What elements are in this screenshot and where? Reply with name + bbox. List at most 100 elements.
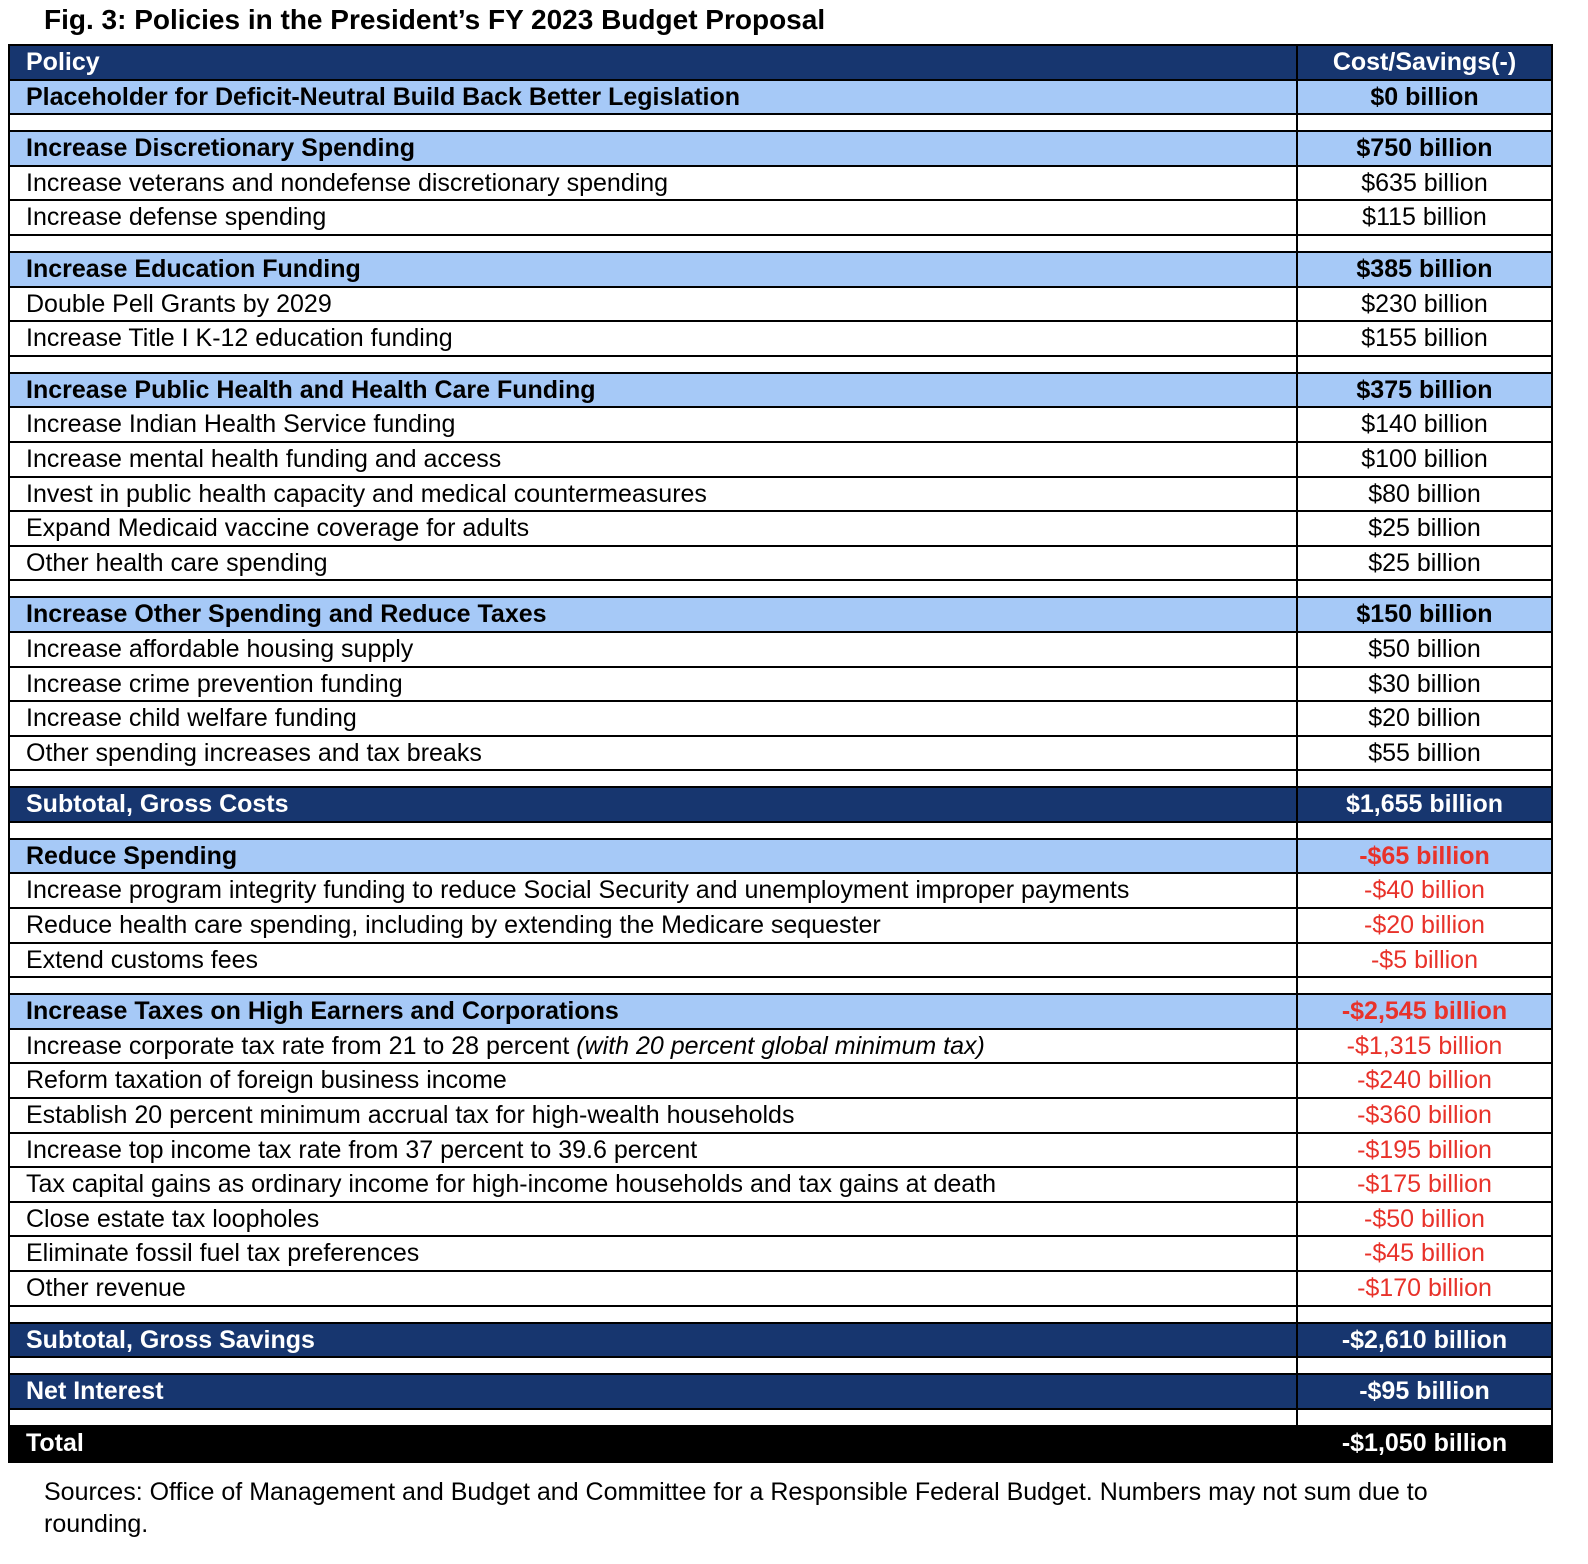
cost-value: -$1,315 billion bbox=[1346, 1031, 1503, 1060]
cost-cell: $55 billion bbox=[1298, 737, 1551, 770]
cost-value: -$95 billion bbox=[1359, 1377, 1490, 1406]
cost-cell bbox=[1298, 357, 1551, 372]
table-header-row: Policy Cost/Savings(-) bbox=[10, 46, 1551, 81]
cost-cell: -$175 billion bbox=[1298, 1168, 1551, 1201]
policy-cell bbox=[10, 115, 1298, 131]
table-row: Increase program integrity funding to re… bbox=[10, 874, 1551, 910]
cost-cell: $30 billion bbox=[1298, 668, 1551, 701]
cost-cell: $25 billion bbox=[1298, 512, 1551, 545]
cost-value: $80 billion bbox=[1368, 479, 1481, 508]
cost-value: $375 billion bbox=[1356, 375, 1493, 404]
policy-label: Increase Education Funding bbox=[26, 254, 361, 283]
cost-value: $635 billion bbox=[1361, 168, 1488, 197]
policy-label: Reduce Spending bbox=[26, 841, 238, 870]
policy-label: Increase affordable housing supply bbox=[26, 634, 414, 663]
table-row: Expand Medicaid vaccine coverage for adu… bbox=[10, 512, 1551, 547]
spacer-row bbox=[10, 235, 1551, 253]
policy-cell: Increase Public Health and Health Care F… bbox=[10, 373, 1298, 407]
policy-cell: Eliminate fossil fuel tax preferences bbox=[10, 1237, 1298, 1270]
policy-cell bbox=[10, 1409, 1298, 1425]
policy-label: Policy bbox=[26, 48, 100, 76]
policy-label: Reform taxation of foreign business inco… bbox=[26, 1066, 507, 1095]
policy-label: Tax capital gains as ordinary income for… bbox=[26, 1170, 997, 1199]
policy-label: Increase corporate tax rate from 21 to 2… bbox=[26, 1031, 577, 1060]
spacer-row bbox=[10, 771, 1551, 789]
cost-cell: -$2,610 billion bbox=[1298, 1324, 1551, 1357]
policy-label: Eliminate fossil fuel tax preferences bbox=[26, 1239, 420, 1268]
policy-label: Placeholder for Deficit-Neutral Build Ba… bbox=[26, 82, 741, 111]
section-row: Increase Public Health and Health Care F… bbox=[10, 373, 1551, 409]
spacer-row bbox=[10, 356, 1551, 374]
section-row: Increase Taxes on High Earners and Corpo… bbox=[10, 995, 1551, 1030]
cost-cell: $750 billion bbox=[1298, 132, 1551, 165]
policy-cell: Increase corporate tax rate from 21 to 2… bbox=[10, 1029, 1298, 1063]
policy-cell: Increase mental health funding and acces… bbox=[10, 442, 1298, 476]
policy-label: Expand Medicaid vaccine coverage for adu… bbox=[26, 514, 530, 543]
policy-cell bbox=[10, 1358, 1298, 1374]
table-row: Double Pell Grants by 2029 $230 billion bbox=[10, 287, 1551, 323]
cost-value: -$40 billion bbox=[1364, 876, 1485, 905]
spacer-row bbox=[10, 581, 1551, 599]
section-row: Reduce Spending -$65 billion bbox=[10, 839, 1551, 875]
cost-cell: $50 billion bbox=[1298, 633, 1551, 666]
section-row: Increase Discretionary Spending $750 bill… bbox=[10, 132, 1551, 167]
cost-value: -$195 billion bbox=[1357, 1135, 1492, 1164]
policy-cell: Invest in public health capacity and med… bbox=[10, 477, 1298, 511]
cost-value: -$360 billion bbox=[1357, 1101, 1492, 1130]
budget-policy-table: Policy Cost/Savings(-) Placeholder for Def… bbox=[8, 44, 1553, 1464]
cost-value: $115 billion bbox=[1362, 203, 1487, 232]
cost-cell: -$40 billion bbox=[1298, 874, 1551, 907]
cost-cell: $230 billion bbox=[1298, 288, 1551, 321]
section-row: Increase Education Funding $385 billion bbox=[10, 252, 1551, 288]
table-row: Increase mental health funding and acces… bbox=[10, 442, 1551, 478]
table-row: Other health care spending $25 billion bbox=[10, 546, 1551, 582]
policy-cell bbox=[10, 978, 1298, 994]
table-row: Invest in public health capacity and med… bbox=[10, 477, 1551, 513]
policy-cell: Increase child welfare funding bbox=[10, 702, 1298, 735]
policy-cell: Double Pell Grants by 2029 bbox=[10, 287, 1298, 321]
table-row: Other revenue -$170 billion bbox=[10, 1272, 1551, 1307]
spacer-row bbox=[10, 115, 1551, 133]
cost-cell: -$2,545 billion bbox=[1298, 995, 1551, 1028]
policy-label: Invest in public health capacity and med… bbox=[26, 479, 707, 508]
policy-cell: Placeholder for Deficit-Neutral Build Ba… bbox=[10, 80, 1298, 114]
spacer-row bbox=[10, 978, 1551, 996]
cost-cell bbox=[1298, 823, 1551, 838]
cost-cell: -$45 billion bbox=[1298, 1237, 1551, 1270]
policy-label: Other revenue bbox=[26, 1274, 186, 1302]
cost-cell: $375 billion bbox=[1298, 374, 1551, 407]
policy-cell bbox=[10, 235, 1298, 251]
cost-value: $0 billion bbox=[1370, 82, 1479, 111]
table-row: Increase defense spending $115 billion bbox=[10, 201, 1551, 236]
policy-cell: Other health care spending bbox=[10, 546, 1298, 580]
cost-value: -$1,050 billion bbox=[1341, 1428, 1508, 1457]
cost-cell: -$65 billion bbox=[1298, 840, 1551, 873]
source-note: Sources: Office of Management and Budget… bbox=[44, 1478, 1428, 1538]
subtotal-row: Net Interest -$95 billion bbox=[10, 1375, 1551, 1410]
cost-cell bbox=[1298, 236, 1551, 251]
policy-cell: Close estate tax loopholes bbox=[10, 1202, 1298, 1236]
policy-cell: Tax capital gains as ordinary income for… bbox=[10, 1168, 1298, 1201]
cost-value: -$2,610 billion bbox=[1341, 1325, 1508, 1354]
table-row: Extend customs fees -$5 billion bbox=[10, 943, 1551, 979]
total-row: Total -$1,050 billion bbox=[10, 1426, 1551, 1462]
policy-label: Net Interest bbox=[26, 1377, 164, 1406]
table-row: Increase corporate tax rate from 21 to 2… bbox=[10, 1029, 1551, 1065]
policy-cell bbox=[10, 771, 1298, 787]
policy-label: Increase defense spending bbox=[26, 203, 327, 232]
cost-value: $30 billion bbox=[1368, 669, 1481, 698]
spacer-row bbox=[10, 822, 1551, 840]
policy-label: Other health care spending bbox=[26, 548, 328, 577]
policy-cell bbox=[10, 356, 1298, 372]
policy-label: Increase Other Spending and Reduce Taxes bbox=[26, 600, 547, 629]
policy-cell: Policy bbox=[10, 46, 1298, 79]
cost-cell: Cost/Savings(-) bbox=[1298, 46, 1551, 79]
cost-cell: $100 billion bbox=[1298, 443, 1551, 476]
policy-label: Increase Taxes on High Earners and Corpo… bbox=[26, 997, 619, 1026]
spacer-row bbox=[10, 1306, 1551, 1324]
policy-label: Increase crime prevention funding bbox=[26, 669, 403, 698]
policy-label: Double Pell Grants by 2029 bbox=[26, 289, 332, 318]
cost-value: -$50 billion bbox=[1364, 1204, 1485, 1233]
policy-label: Increase Indian Health Service funding bbox=[26, 410, 456, 439]
policy-label: Close estate tax loopholes bbox=[26, 1204, 320, 1233]
